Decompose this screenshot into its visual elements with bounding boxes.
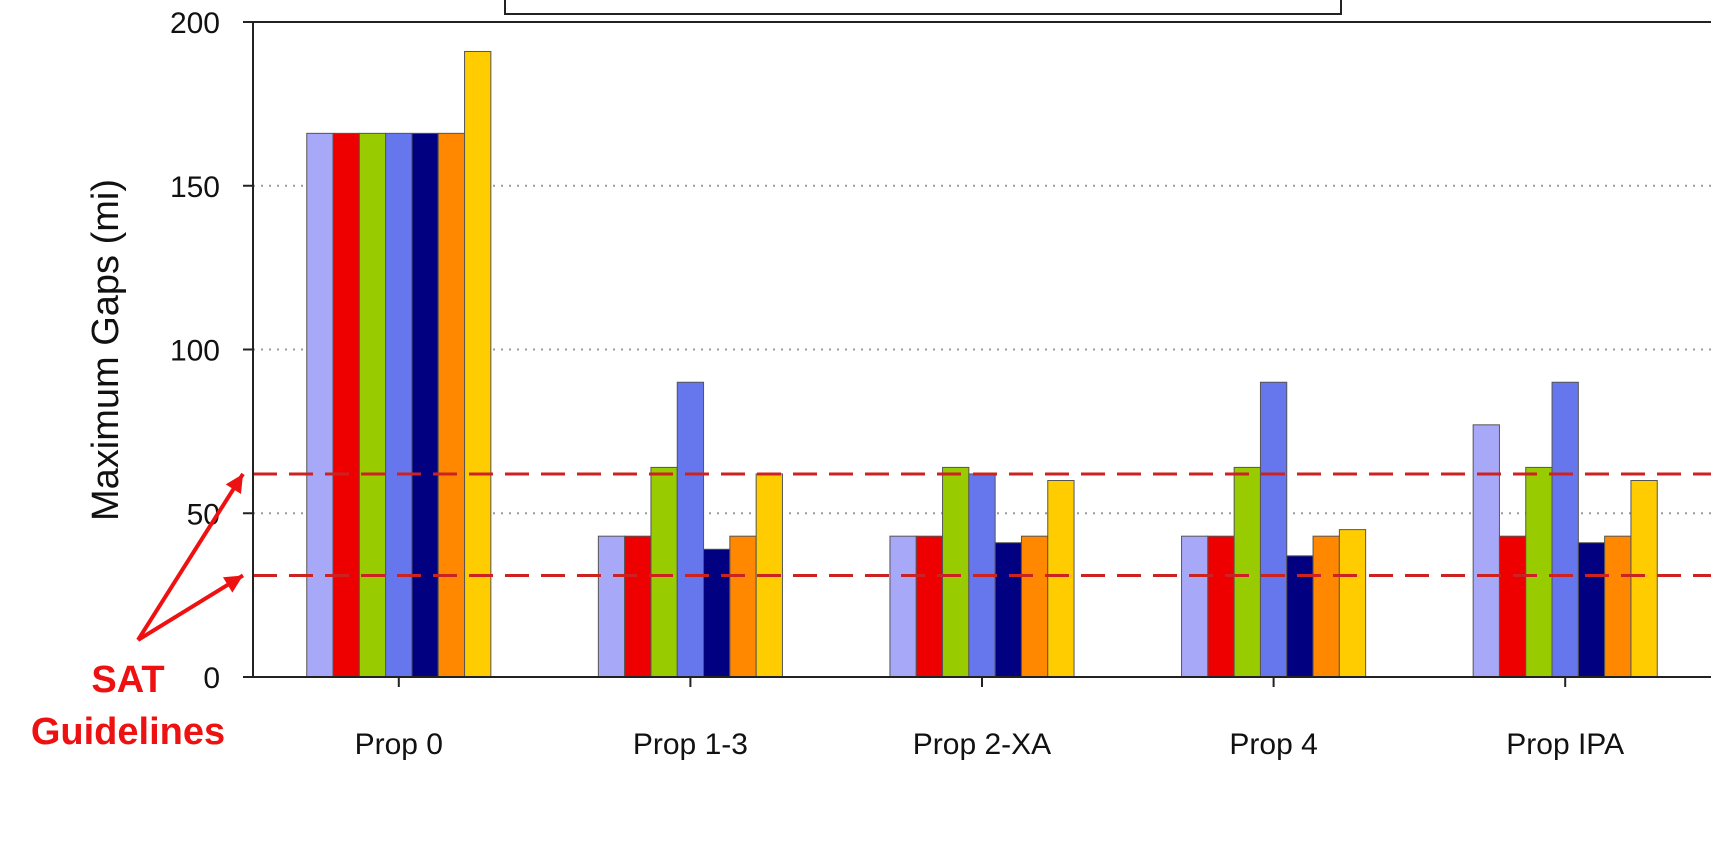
y-tick-label: 150: [170, 171, 220, 204]
bar: [1472, 424, 1500, 678]
bar: [1020, 535, 1049, 678]
bar: [650, 466, 678, 678]
bar: [703, 548, 731, 678]
x-tick-label: Prop 2-XA: [913, 728, 1051, 761]
bar: [1498, 535, 1527, 678]
x-tick-label: Prop 4: [1229, 728, 1317, 761]
legend-box: [504, 0, 1342, 15]
bar: [994, 542, 1022, 678]
y-tick-label: 200: [170, 7, 220, 40]
bar: [1312, 535, 1340, 678]
bar: [306, 132, 334, 678]
axes: Prop 0 Prop 1-3 Prop 2-XA Prop 4 Prop IPA 0 50…: [170, 7, 1711, 761]
x-tick-label: Prop 0: [355, 728, 443, 761]
bar: [385, 132, 413, 678]
bar: [1551, 381, 1579, 678]
bar: [358, 132, 387, 678]
y-tick-label: 0: [203, 662, 220, 695]
annotation-arrowhead: [225, 473, 243, 494]
y-tick-label: 100: [170, 335, 220, 368]
bar: [464, 50, 492, 678]
bar: [1604, 535, 1632, 678]
bar: [942, 466, 970, 678]
bar: [889, 535, 917, 678]
x-tick-label: Prop 1-3: [633, 728, 748, 761]
annotation-line-2: Guidelines: [31, 711, 225, 753]
sat-annotation: SAT Guidelines: [31, 472, 245, 753]
bar: [1338, 529, 1367, 678]
bar: [1525, 466, 1553, 678]
x-tick-label: Prop IPA: [1506, 728, 1624, 761]
bars: [306, 50, 1658, 678]
bar: [729, 535, 757, 678]
bar: [1233, 466, 1261, 678]
bar: [411, 132, 439, 678]
bar: [915, 535, 944, 678]
bar: [332, 132, 360, 678]
annotation-arrow: [136, 472, 245, 642]
bar: [624, 535, 652, 678]
bar: [437, 132, 466, 678]
bar: [1207, 535, 1235, 678]
bar: [1047, 480, 1075, 678]
bar: [1259, 381, 1288, 678]
annotation-line-1: SAT: [91, 659, 164, 701]
bar: [676, 381, 705, 678]
bar: [1181, 535, 1209, 678]
annotation-arrowhead: [222, 575, 243, 593]
bar: [1630, 480, 1658, 678]
y-tick-label: 50: [187, 498, 220, 531]
y-axis-title: Maximum Gaps (mi): [85, 179, 127, 521]
reference-lines: [253, 472, 1711, 577]
annotation-arrow: [136, 573, 245, 642]
bar: [1577, 542, 1606, 678]
bar: [597, 535, 626, 678]
